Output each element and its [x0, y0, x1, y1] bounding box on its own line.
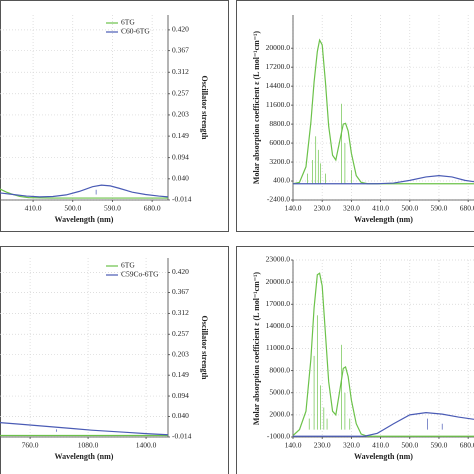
- panel-frame: [0, 0, 229, 232]
- legend-label: C60-6TG: [121, 27, 150, 36]
- x-axis-title: Wavelength (nm): [354, 452, 413, 461]
- y-tick-label: 20000.0: [266, 277, 291, 286]
- x-tick-label: 320.0: [343, 441, 360, 450]
- y-tick-label: 5000.0: [269, 387, 290, 396]
- y-tick-label: 0.203: [172, 110, 189, 119]
- x-tick-label: 590.0: [431, 204, 448, 213]
- y-tick-label: 11600.0: [266, 100, 290, 109]
- panel: -2400.0 400.0 3200.0 6000.0 8800.0 11600.0 144…: [236, 0, 474, 232]
- y-axis-title: Molar absorption coefficient ε (L mol⁻¹c…: [252, 31, 261, 184]
- plot-area: [0, 421, 168, 437]
- y-tick-label: 0.040: [172, 411, 189, 420]
- y-tick-label: 0.312: [172, 308, 189, 317]
- y-tick-label: 11000.0: [266, 343, 290, 352]
- y-tick-label: 14000.0: [266, 321, 291, 330]
- x-tick-label: 140.0: [285, 204, 302, 213]
- x-tick-label: 1080.0: [78, 441, 99, 450]
- y-tick-label: 17200.0: [266, 62, 291, 71]
- legend-label: C59Co-6TG: [121, 270, 159, 279]
- y-tick-label: 0.367: [172, 45, 189, 54]
- panel-frame: [236, 0, 474, 232]
- plot-area: [0, 184, 168, 199]
- y-tick-label: 0.367: [172, 287, 189, 296]
- x-tick-label: 500.0: [401, 441, 418, 450]
- y-tick-label: 0.094: [172, 152, 189, 161]
- y-tick-label: 23000.0: [266, 255, 291, 264]
- y-tick-label: 0.094: [172, 391, 189, 400]
- y-tick-label: -0.014: [172, 195, 192, 204]
- y-axis-title: Oscillator strength: [200, 316, 209, 380]
- x-tick-label: 320.0: [343, 204, 360, 213]
- x-tick-label: 1400.0: [136, 441, 157, 450]
- x-tick-label: 590.0: [431, 441, 448, 450]
- x-tick-label: 500.0: [64, 204, 81, 213]
- series-line: [293, 174, 474, 185]
- series-line: [293, 38, 474, 185]
- series-line: [0, 188, 168, 199]
- plot-area: [293, 38, 474, 185]
- panel: 0.420 0.367 0.312 0.257 0.203 0.149 0.094 0.040…: [0, 246, 229, 474]
- panel: -1000.0 2000.0 5000.0 8000.0 11000.0 14000.0 1…: [236, 246, 474, 474]
- y-tick-label: 8800.0: [269, 119, 290, 128]
- x-tick-label: 590.0: [104, 204, 121, 213]
- y-tick-label: 0.257: [172, 89, 189, 98]
- x-axis-title: Wavelength (nm): [354, 215, 413, 224]
- x-tick-label: 500.0: [401, 204, 418, 213]
- y-tick-label: 0.420: [172, 25, 189, 34]
- y-tick-label: -2400.0: [267, 195, 290, 204]
- y-tick-label: 17000.0: [266, 299, 291, 308]
- x-tick-label: 230.0: [314, 441, 331, 450]
- y-tick-label: 400.0: [273, 176, 290, 185]
- y-tick-label: -0.014: [172, 432, 192, 441]
- x-tick-label: 760.0: [22, 441, 39, 450]
- y-tick-label: 0.040: [172, 174, 189, 183]
- y-axis-title: Oscillator strength: [200, 76, 209, 140]
- y-tick-label: 2000.0: [269, 410, 290, 419]
- legend-label: 6TG: [121, 261, 135, 270]
- y-tick-label: 0.312: [172, 67, 189, 76]
- y-tick-label: 8000.0: [269, 365, 290, 374]
- y-tick-label: 0.420: [172, 267, 189, 276]
- y-tick-label: 20000.0: [266, 43, 291, 52]
- x-tick-label: 410.0: [372, 441, 389, 450]
- y-tick-label: 0.203: [172, 349, 189, 358]
- legend-label: 6TG: [121, 18, 135, 27]
- y-tick-label: 0.257: [172, 329, 189, 338]
- y-tick-label: 0.149: [172, 370, 189, 379]
- series-line: [0, 184, 168, 198]
- x-tick-label: 680.0: [144, 204, 161, 213]
- y-axis-title: Molar absorption coefficient ε (L mol⁻¹c…: [252, 272, 261, 425]
- series-line: [0, 421, 168, 436]
- x-axis-title: Wavelength (nm): [55, 215, 114, 224]
- x-tick-label: 230.0: [314, 204, 331, 213]
- panel-frame: [236, 246, 474, 474]
- panel: 0.420 0.367 0.312 0.257 0.203 0.149 0.094 0.040…: [0, 0, 229, 232]
- y-tick-label: 14400.0: [266, 81, 291, 90]
- series-line: [293, 272, 474, 437]
- y-tick-label: -1000.0: [267, 432, 290, 441]
- series-line: [293, 412, 474, 437]
- y-tick-label: 6000.0: [269, 138, 290, 147]
- y-tick-label: 3200.0: [269, 157, 290, 166]
- x-tick-label: 140.0: [285, 441, 302, 450]
- x-tick-label: 410.0: [372, 204, 389, 213]
- y-tick-label: 0.149: [172, 131, 189, 140]
- x-tick-label: 410.0: [25, 204, 42, 213]
- panel-frame: [0, 246, 229, 474]
- plot-area: [293, 272, 474, 437]
- x-axis-title: Wavelength (nm): [55, 452, 114, 461]
- x-tick-label: 680.0: [460, 441, 474, 450]
- x-tick-label: 680.0: [460, 204, 474, 213]
